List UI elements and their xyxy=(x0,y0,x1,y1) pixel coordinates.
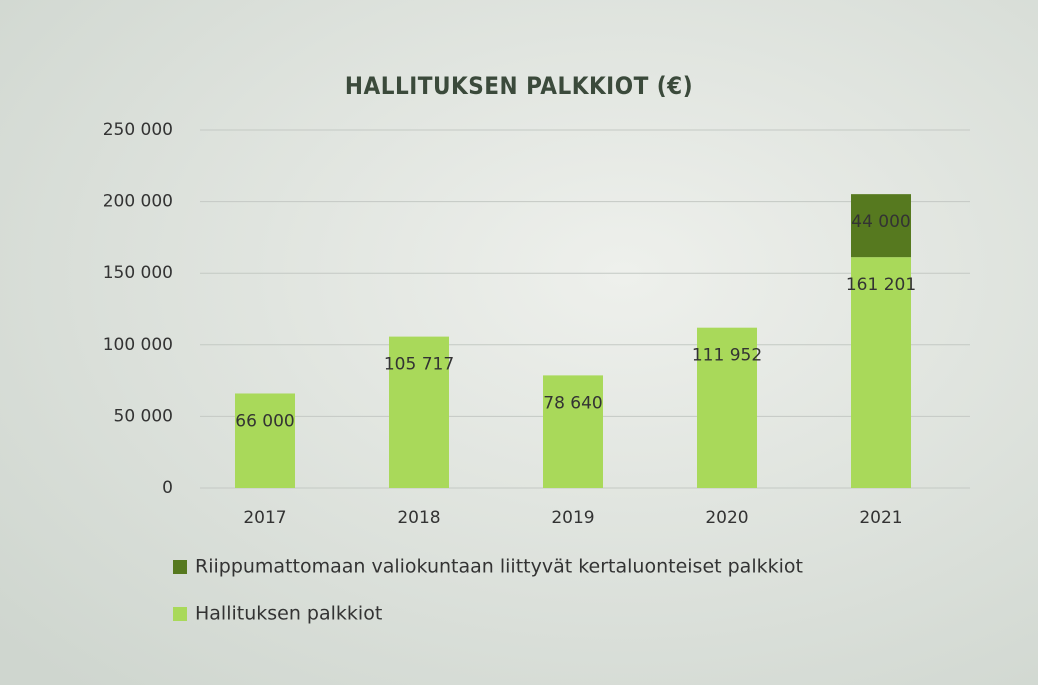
y-tick-label: 0 xyxy=(162,478,173,498)
bar-segment xyxy=(389,336,449,488)
y-tick-label: 50 000 xyxy=(114,406,173,426)
x-tick-label: 2019 xyxy=(551,508,594,528)
y-tick-label: 200 000 xyxy=(103,192,173,212)
x-tick-label: 2018 xyxy=(397,508,440,528)
data-label: 111 952 xyxy=(692,346,762,366)
x-tick-label: 2021 xyxy=(859,508,902,528)
data-label: 78 640 xyxy=(543,393,602,413)
data-label: 105 717 xyxy=(384,355,454,375)
legend-swatch xyxy=(173,607,187,621)
legend-label: Hallituksen palkkiot xyxy=(195,603,382,625)
y-tick-label: 250 000 xyxy=(103,120,173,140)
y-tick-label: 150 000 xyxy=(103,263,173,283)
data-label: 44 000 xyxy=(851,212,910,232)
chart-title: HALLITUKSEN PALKKIOT (€) xyxy=(345,72,693,100)
data-label: 66 000 xyxy=(235,411,294,431)
legend-swatch xyxy=(173,560,187,574)
bar-segment xyxy=(851,194,911,258)
bar-segment xyxy=(543,375,603,488)
y-tick-label: 100 000 xyxy=(103,335,173,355)
bar-segment xyxy=(235,393,295,488)
x-tick-label: 2020 xyxy=(705,508,748,528)
bar-segment xyxy=(851,257,911,488)
bar-segment xyxy=(697,327,757,488)
legend-label: Riippumattomaan valiokuntaan liittyvät k… xyxy=(195,556,803,578)
x-tick-label: 2017 xyxy=(243,508,286,528)
data-label: 161 201 xyxy=(846,275,916,295)
